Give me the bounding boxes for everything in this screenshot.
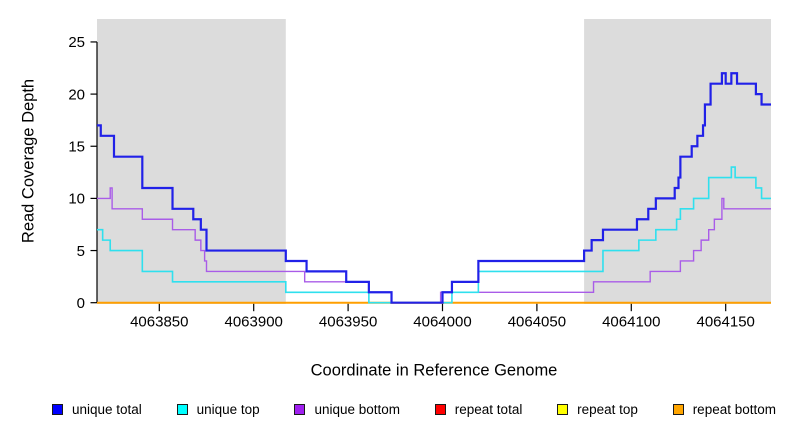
legend-swatch-unique-bottom bbox=[294, 404, 306, 415]
legend-item-repeat-total: repeat total bbox=[434, 402, 523, 417]
legend-label: unique bottom bbox=[314, 402, 400, 417]
x-tick-label: 4064150 bbox=[696, 314, 754, 331]
legend-swatch-repeat-total bbox=[434, 404, 446, 415]
x-tick-label: 4063850 bbox=[130, 314, 188, 331]
y-axis-label: Read Coverage Depth bbox=[19, 78, 38, 244]
y-tick-label: 25 bbox=[68, 34, 85, 51]
x-tick-label: 4064050 bbox=[508, 314, 566, 331]
x-tick-label: 4063950 bbox=[319, 314, 377, 331]
series-unique-top bbox=[97, 166, 771, 304]
x-tick-label: 4064000 bbox=[413, 314, 471, 331]
legend-swatch-repeat-top bbox=[557, 404, 569, 415]
legend-swatch-unique-top bbox=[176, 404, 188, 415]
legend-label: repeat top bbox=[577, 402, 638, 417]
legend-item-repeat-bottom: repeat bottom bbox=[672, 402, 776, 417]
legend-label: unique top bbox=[196, 402, 260, 417]
y-tick-label: 20 bbox=[68, 86, 85, 103]
x-axis-label: Coordinate in Reference Genome bbox=[310, 361, 558, 380]
y-tick-label: 5 bbox=[77, 243, 85, 260]
chart-legend: unique total unique top unique bottom repea… bbox=[52, 399, 776, 420]
legend-label: unique total bbox=[72, 402, 142, 417]
shaded-region-0 bbox=[97, 19, 286, 304]
legend-label: repeat total bbox=[454, 402, 523, 417]
legend-swatch-unique-total bbox=[52, 404, 63, 415]
legend-item-unique-top: unique top bbox=[176, 402, 260, 417]
shaded-region-1 bbox=[584, 19, 771, 304]
y-tick-label: 10 bbox=[68, 191, 85, 208]
series-unique-total bbox=[97, 72, 771, 304]
legend-swatch-repeat-bottom bbox=[672, 404, 684, 415]
legend-item-repeat-top: repeat top bbox=[557, 402, 638, 417]
x-tick-label: 4064100 bbox=[602, 314, 660, 331]
legend-item-unique-bottom: unique bottom bbox=[294, 402, 400, 417]
legend-item-unique-total: unique total bbox=[52, 402, 142, 417]
legend-label: repeat bottom bbox=[692, 402, 776, 417]
y-tick-label: 0 bbox=[77, 295, 85, 312]
x-tick-label: 4063900 bbox=[224, 314, 282, 331]
y-tick-label: 15 bbox=[68, 138, 85, 155]
